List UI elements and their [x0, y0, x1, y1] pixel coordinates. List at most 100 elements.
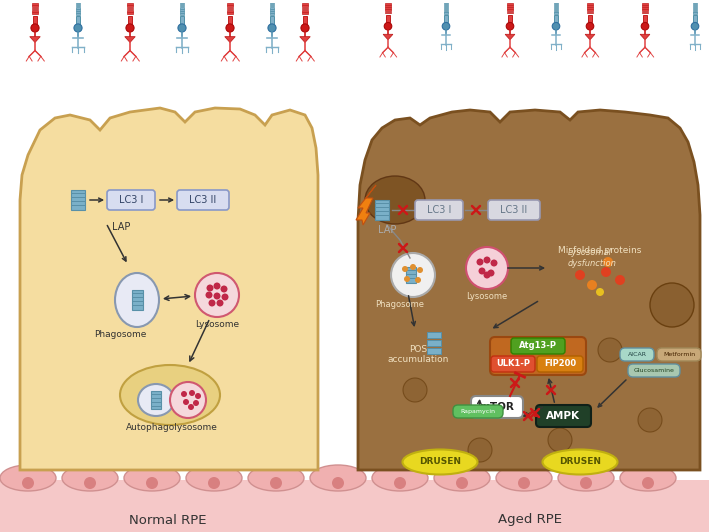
Bar	[269, 9, 274, 11]
Bar	[227, 10, 233, 12]
Circle shape	[615, 275, 625, 285]
Bar	[693, 9, 697, 10]
Bar	[179, 3, 184, 4]
Bar	[179, 16, 184, 24]
Bar	[444, 9, 448, 10]
Bar	[554, 9, 558, 10]
Circle shape	[22, 477, 34, 489]
Circle shape	[84, 477, 96, 489]
Circle shape	[580, 477, 592, 489]
Circle shape	[638, 408, 662, 432]
Polygon shape	[358, 110, 700, 470]
Circle shape	[484, 271, 491, 278]
Text: AMPK: AMPK	[546, 411, 580, 421]
Text: LC3 I: LC3 I	[427, 205, 451, 215]
Ellipse shape	[403, 450, 477, 475]
Text: Rapamycin: Rapamycin	[461, 409, 496, 413]
Text: Lysosomal
dysfunction: Lysosomal dysfunction	[568, 248, 617, 268]
Bar	[302, 5, 308, 7]
Bar	[508, 3, 513, 5]
Bar	[179, 13, 184, 14]
Bar	[76, 13, 80, 14]
Circle shape	[506, 22, 514, 30]
Circle shape	[193, 400, 199, 406]
Ellipse shape	[120, 365, 220, 425]
Bar	[693, 3, 697, 4]
Text: LC3 II: LC3 II	[189, 195, 217, 205]
Bar	[227, 5, 233, 7]
Circle shape	[456, 477, 468, 489]
Text: Autophagolysosome: Autophagolysosome	[126, 423, 218, 432]
Bar	[587, 3, 593, 5]
Polygon shape	[30, 37, 40, 43]
Text: Normal RPE: Normal RPE	[129, 513, 207, 527]
Bar	[269, 3, 274, 4]
Text: Phagosome: Phagosome	[376, 300, 425, 309]
Bar	[76, 5, 80, 6]
Bar	[642, 7, 648, 9]
Text: LAP: LAP	[378, 225, 396, 235]
Circle shape	[488, 270, 494, 277]
Ellipse shape	[248, 465, 304, 491]
Ellipse shape	[542, 450, 618, 475]
Bar	[302, 12, 308, 14]
Bar	[269, 16, 274, 24]
Bar	[76, 9, 80, 11]
Bar	[385, 12, 391, 13]
Circle shape	[575, 270, 585, 280]
Circle shape	[586, 22, 593, 30]
Text: LAP: LAP	[112, 222, 130, 232]
Text: Lysosome: Lysosome	[467, 292, 508, 301]
Text: FIP200: FIP200	[544, 360, 576, 369]
Circle shape	[216, 300, 223, 306]
Circle shape	[188, 404, 194, 410]
Bar	[151, 391, 161, 409]
Bar	[385, 7, 391, 9]
Bar	[179, 5, 184, 6]
Bar	[228, 16, 233, 24]
Bar	[508, 10, 513, 11]
Circle shape	[518, 477, 530, 489]
Polygon shape	[383, 35, 393, 40]
Text: Metformin: Metformin	[663, 352, 695, 356]
Circle shape	[31, 24, 39, 32]
Circle shape	[410, 264, 416, 270]
Circle shape	[548, 428, 572, 452]
Circle shape	[126, 24, 134, 32]
Circle shape	[491, 260, 498, 267]
Polygon shape	[356, 185, 376, 225]
Bar	[128, 16, 133, 24]
Circle shape	[208, 477, 220, 489]
Text: Aged RPE: Aged RPE	[498, 513, 562, 527]
Circle shape	[332, 477, 344, 489]
Circle shape	[226, 24, 234, 32]
Text: Misfolded proteins: Misfolded proteins	[558, 246, 642, 255]
Bar	[32, 12, 38, 14]
FancyBboxPatch shape	[177, 190, 229, 210]
Circle shape	[195, 273, 239, 317]
Ellipse shape	[434, 465, 490, 491]
FancyBboxPatch shape	[537, 356, 583, 372]
FancyBboxPatch shape	[620, 348, 654, 361]
Bar	[444, 5, 448, 6]
Bar	[227, 3, 233, 5]
Circle shape	[270, 477, 282, 489]
Bar	[508, 15, 512, 22]
Polygon shape	[20, 108, 318, 470]
Bar	[179, 9, 184, 11]
Bar	[71, 190, 85, 210]
Circle shape	[587, 280, 597, 290]
Circle shape	[552, 22, 560, 30]
Bar	[179, 11, 184, 13]
Circle shape	[183, 399, 189, 405]
Bar	[693, 12, 697, 14]
Polygon shape	[585, 35, 595, 40]
Bar	[642, 3, 648, 5]
Bar	[375, 200, 389, 220]
Bar	[588, 15, 592, 22]
Bar	[385, 10, 391, 11]
Bar	[32, 5, 38, 7]
Bar	[444, 12, 448, 14]
Bar	[303, 16, 307, 24]
Polygon shape	[640, 35, 650, 40]
